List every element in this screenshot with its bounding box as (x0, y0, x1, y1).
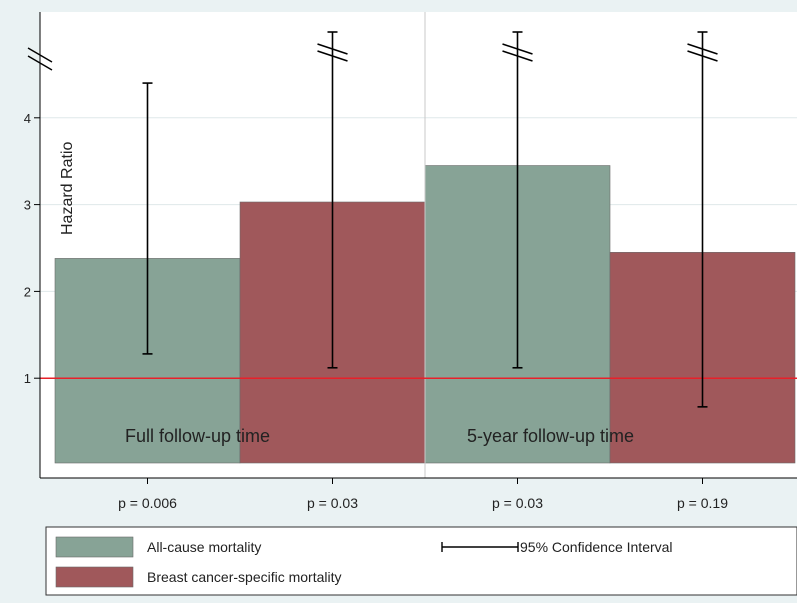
ci-break-mark (317, 50, 348, 62)
ci-break-mark (502, 43, 533, 55)
ci-break-mark (687, 43, 718, 55)
y-tick-label: 3 (24, 198, 31, 213)
ci-break-mark (317, 43, 348, 55)
legend-swatch (55, 566, 134, 588)
y-tick-label: 1 (24, 371, 31, 386)
ci-break-mark (687, 50, 718, 62)
y-axis-break-mark (27, 47, 53, 63)
y-axis-break-mark (27, 55, 53, 71)
legend-swatch (55, 536, 134, 558)
x-tick-label: p = 0.03 (492, 495, 543, 511)
y-axis-label: Hazard Ratio (59, 142, 76, 235)
x-tick-label: p = 0.006 (118, 495, 177, 511)
x-tick-label: p = 0.19 (677, 495, 728, 511)
legend-ci-label: 95% Confidence Interval (520, 539, 673, 555)
legend-label: All-cause mortality (147, 539, 261, 555)
group-label: 5-year follow-up time (467, 426, 634, 446)
ci-break-mark (502, 50, 533, 62)
legend-label: Breast cancer-specific mortality (147, 569, 342, 585)
legend-box (45, 526, 797, 596)
y-tick-label: 4 (24, 111, 31, 126)
y-tick-label: 2 (24, 284, 31, 299)
group-label: Full follow-up time (125, 426, 270, 446)
x-tick-label: p = 0.03 (307, 495, 358, 511)
